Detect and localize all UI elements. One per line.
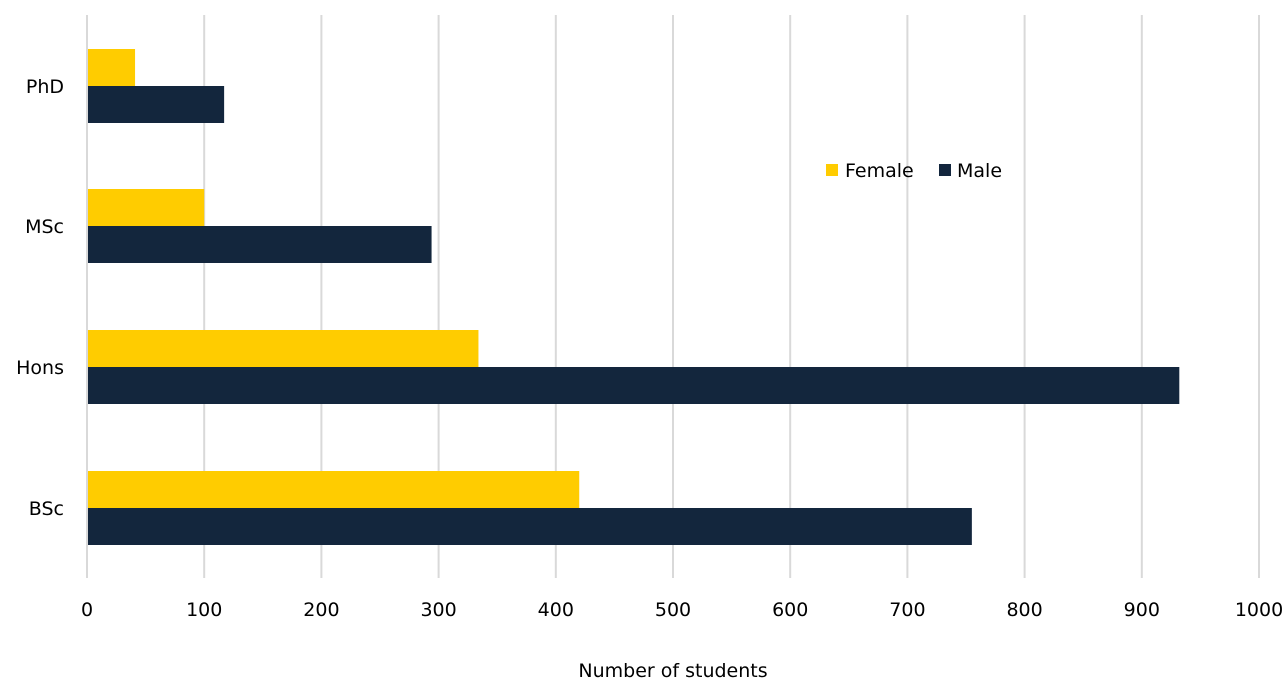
- category-label: MSc: [25, 216, 64, 238]
- category-label: PhD: [26, 76, 64, 98]
- legend-label-male: Male: [957, 160, 1002, 182]
- x-tick-label: 500: [655, 599, 691, 621]
- bar-male-phd: [87, 86, 225, 123]
- bar-female-phd: [87, 49, 136, 86]
- legend: Female Male: [826, 160, 1002, 182]
- bars: [87, 49, 1180, 545]
- legend-swatch-male: [939, 164, 951, 176]
- bar-female-hons: [87, 330, 479, 367]
- x-tick-label: 900: [1124, 599, 1160, 621]
- bar-male-hons: [87, 367, 1180, 404]
- x-tick-label: 0: [81, 599, 93, 621]
- x-tick-label: 1000: [1235, 599, 1283, 621]
- x-axis-title: Number of students: [578, 660, 767, 682]
- category-labels: BSc Hons MSc PhD: [16, 76, 64, 520]
- category-label: Hons: [16, 357, 64, 379]
- legend-label-female: Female: [845, 160, 914, 182]
- x-tick-label: 100: [186, 599, 222, 621]
- gridlines: [203, 15, 1260, 578]
- x-tick-label: 600: [772, 599, 808, 621]
- bar-male-bsc: [87, 508, 972, 545]
- x-tick-label: 700: [889, 599, 925, 621]
- bar-male-msc: [87, 226, 432, 263]
- legend-swatch-female: [826, 164, 838, 176]
- x-tick-label: 200: [303, 599, 339, 621]
- bar-female-msc: [87, 189, 205, 226]
- x-tick-label: 400: [538, 599, 574, 621]
- x-tick-label: 800: [1006, 599, 1042, 621]
- x-tick-label: 300: [420, 599, 456, 621]
- category-label: BSc: [29, 498, 64, 520]
- x-tick-labels: 0 100 200 300 400 500 600 700 800 900 1000: [81, 599, 1283, 621]
- bar-female-bsc: [87, 471, 580, 508]
